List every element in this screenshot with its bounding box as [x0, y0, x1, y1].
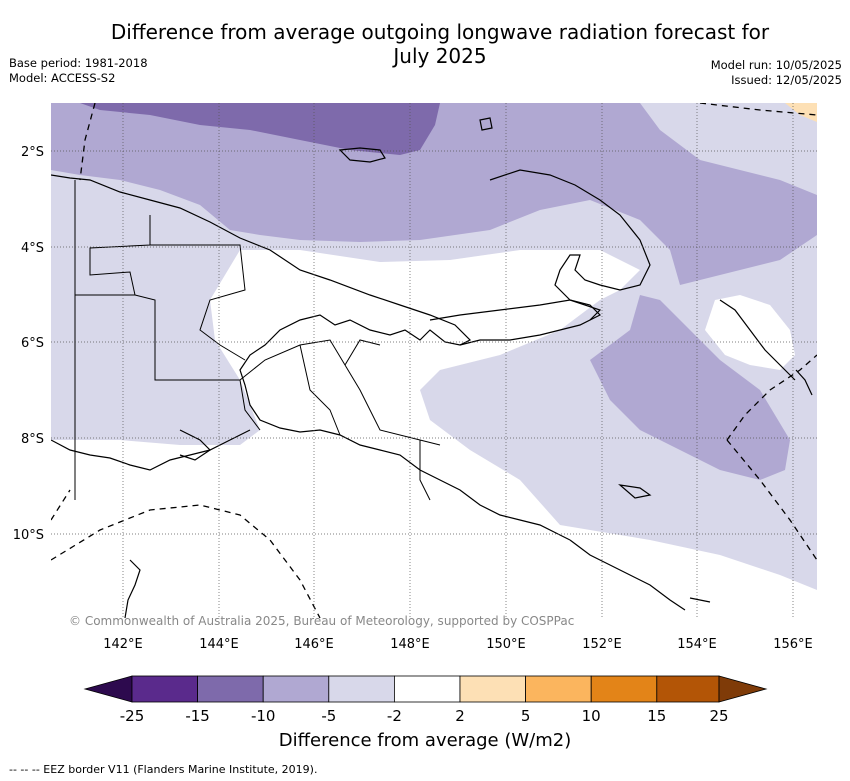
lat-tick: 10°S — [13, 528, 44, 543]
contour-white-east — [705, 295, 795, 370]
base-period: Base period: 1981-2018 — [9, 56, 148, 70]
coast-south-png — [51, 429, 251, 471]
colorbar-label: -5 — [321, 707, 336, 725]
colorbar-label: 25 — [709, 707, 728, 725]
eez-north-east — [699, 103, 817, 116]
eez-borders — [51, 103, 817, 618]
meta-left: Base period: 1981-2018 Model: ACCESS-S2 — [9, 56, 148, 86]
lat-tick: 2°S — [21, 145, 44, 160]
colorbar-bin — [393, 675, 461, 703]
coast-north-png — [459, 169, 651, 346]
contour-strong-north — [80, 103, 440, 155]
coast-torres — [124, 559, 141, 618]
admin-borders — [74, 180, 441, 501]
map-title: Difference from average outgoing longwav… — [110, 20, 770, 68]
colorbar-bin — [656, 675, 720, 703]
lat-tick: 6°S — [21, 336, 44, 351]
colorbar-label: -25 — [120, 707, 145, 725]
model-name: Model: ACCESS-S2 — [9, 71, 116, 85]
colorbar-label: 10 — [582, 707, 601, 725]
colorbar-bin — [131, 675, 198, 703]
lon-tick: 146°E — [294, 637, 334, 652]
lat-tick-labels: 2°S 4°S 6°S 8°S 10°S — [13, 145, 44, 543]
eez-legend: -- -- -- EEZ border V11 (Flanders Marine… — [9, 763, 318, 776]
colorbar-bin — [262, 675, 330, 703]
colorbar-extend-low — [83, 675, 133, 703]
coast-yos-sudarso — [179, 429, 211, 461]
copyright-notice: © Commonwealth of Australia 2025, Bureau… — [69, 614, 575, 628]
lon-tick: 156°E — [773, 637, 813, 652]
colorbar-label: -15 — [185, 707, 210, 725]
meta-right: Model run: 10/05/2025 Issued: 12/05/2025 — [711, 58, 842, 88]
coast-bougainville — [795, 369, 813, 396]
coast-new-ireland — [719, 299, 796, 381]
contour-medium-north — [51, 103, 817, 285]
lon-tick: 148°E — [390, 637, 430, 652]
contour-positive-ne — [785, 103, 817, 122]
colorbar-extend-high — [718, 675, 768, 703]
lat-tick: 4°S — [21, 241, 44, 256]
colorbar-label: 5 — [521, 707, 531, 725]
coast-new-britain — [429, 299, 602, 321]
coast-d-entrecasteaux — [618, 484, 652, 499]
colorbar-label: -10 — [251, 707, 276, 725]
coast-new-guinea — [51, 174, 571, 541]
eez-west — [79, 103, 96, 181]
lon-tick-labels: 142°E 144°E 146°E 148°E 150°E 152°E 154°… — [103, 637, 813, 652]
colorbar-bin — [590, 675, 658, 703]
issued-date: Issued: 12/05/2025 — [731, 73, 842, 87]
colorbar-label: -2 — [387, 707, 402, 725]
coast-manus — [338, 147, 386, 163]
anomaly-field — [51, 103, 817, 618]
contour-medium-southeast — [590, 295, 790, 480]
eez-south-west — [51, 504, 321, 618]
border-provinces — [75, 215, 441, 501]
colorbar-bin — [328, 675, 395, 703]
colorbar-title: Difference from average (W/m2) — [278, 730, 572, 751]
lon-tick: 152°E — [582, 637, 622, 652]
colorbar-label: 15 — [647, 707, 666, 725]
coastlines — [51, 117, 813, 618]
model-run: Model run: 10/05/2025 — [710, 58, 842, 72]
lon-tick: 150°E — [486, 637, 526, 652]
coast-louisiades — [689, 597, 711, 603]
colorbar-label: 2 — [455, 707, 465, 725]
lon-tick: 144°E — [199, 637, 239, 652]
coast-milne-bay — [569, 539, 686, 611]
eez-south-west-2 — [51, 489, 71, 521]
lon-tick: 142°E — [103, 637, 143, 652]
colorbar — [83, 675, 768, 703]
colorbar-bin — [197, 675, 264, 703]
colorbar-bin — [459, 675, 526, 703]
colorbar-bin — [525, 675, 592, 703]
coast-misima — [479, 117, 493, 131]
lat-tick: 8°S — [21, 432, 44, 447]
colorbar-labels: -25 -15 -10 -5 -2 2 5 10 15 25 — [120, 707, 729, 725]
lon-tick: 154°E — [677, 637, 717, 652]
graticule — [51, 103, 817, 618]
eez-south-east — [726, 354, 817, 441]
eez-south-east-2 — [726, 439, 817, 561]
